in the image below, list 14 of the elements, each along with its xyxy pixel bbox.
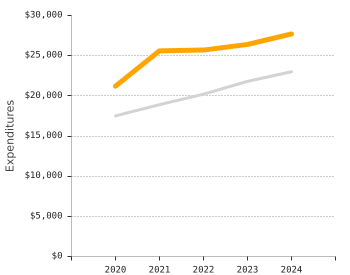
- y-tick-label: $5,000: [30, 211, 63, 222]
- y-tick-label: $30,000: [24, 10, 63, 20]
- x-tick-label: 2024: [280, 266, 302, 275]
- x-tick-label: 2023: [236, 266, 258, 275]
- y-axis-title: Expenditures: [4, 100, 17, 172]
- y-tick-label: $0: [52, 252, 63, 262]
- line-series: [114, 70, 293, 118]
- x-tick-label: 2021: [148, 266, 170, 275]
- y-tick-label: $25,000: [24, 50, 63, 61]
- y-tick-label: $20,000: [24, 90, 63, 101]
- y-tick-label: $10,000: [24, 171, 63, 182]
- y-tick-label: $15,000: [24, 131, 63, 141]
- x-tick-label: 2020: [104, 266, 126, 275]
- x-tick-label: 2022: [192, 266, 214, 275]
